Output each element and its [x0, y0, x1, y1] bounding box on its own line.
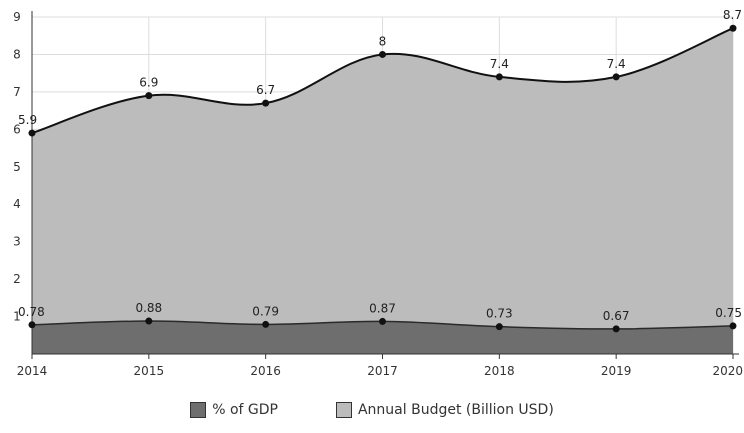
- x-tick-label: 2019: [601, 364, 632, 378]
- legend-label-gdp: % of GDP: [212, 402, 278, 418]
- legend-item-gdp[interactable]: % of GDP: [190, 402, 278, 418]
- x-tick-label: 2016: [250, 364, 281, 378]
- data-point-series-0: [379, 317, 386, 325]
- x-tick-label: 2015: [134, 364, 165, 378]
- y-tick-label: 7: [13, 85, 21, 99]
- x-tick-label: 2014: [17, 364, 48, 378]
- data-label-series-0: 0.79: [252, 304, 279, 318]
- data-point-series-1: [495, 73, 503, 81]
- y-tick-label: 5: [13, 160, 21, 174]
- y-tick-label: 4: [13, 197, 21, 211]
- y-tick-label: 9: [13, 10, 21, 24]
- data-label-series-1: 5.9: [18, 113, 37, 127]
- data-label-series-1: 6.7: [256, 83, 275, 97]
- data-points: [28, 24, 737, 333]
- data-label-series-1: 8.7: [723, 8, 742, 22]
- data-point-series-1: [262, 99, 270, 107]
- legend-swatch-gdp: [190, 402, 207, 418]
- y-tick-label: 1: [13, 310, 21, 324]
- data-labels: 0.78 0.88 0.79 0.87 0.73 0.67 0.75 5.9 6.9 6.7 8 7.…: [18, 8, 742, 323]
- area-series-0: [32, 321, 733, 354]
- data-point-series-1: [729, 24, 737, 32]
- x-tick-label: 2018: [484, 364, 515, 378]
- data-point-series-1: [28, 129, 36, 137]
- x-tick-label: 2020: [712, 364, 743, 378]
- data-label-series-1: 7.4: [607, 57, 626, 71]
- data-label-series-1: 6.9: [139, 76, 158, 90]
- data-label-series-0: 0.78: [18, 305, 45, 319]
- area-series-1: [32, 28, 733, 354]
- data-point-series-0: [262, 320, 270, 328]
- data-point-series-1: [612, 73, 620, 81]
- data-label-series-0: 0.73: [486, 307, 513, 321]
- y-tick-label: 2: [13, 272, 21, 286]
- x-tick-label: 2017: [367, 364, 398, 378]
- data-point-series-0: [28, 321, 36, 329]
- data-point-series-0: [612, 325, 620, 333]
- data-label-series-1: 8: [379, 34, 387, 48]
- data-point-series-0: [729, 322, 737, 330]
- legend-item-budget[interactable]: Annual Budget (Billion USD): [335, 402, 554, 418]
- data-label-series-0: 0.67: [603, 309, 630, 323]
- y-tick-label: 3: [13, 235, 21, 249]
- data-point-series-1: [379, 50, 386, 58]
- legend-label-budget: Annual Budget (Billion USD): [357, 402, 554, 418]
- data-label-series-1: 7.4: [490, 57, 509, 71]
- data-label-series-0: 0.88: [135, 301, 162, 315]
- data-point-series-0: [495, 323, 503, 331]
- data-point-series-1: [145, 92, 153, 100]
- data-point-series-0: [145, 317, 153, 325]
- y-tick-label: 6: [13, 122, 21, 136]
- axes: 1 2 3 4 5 6 7 8 9 2014 2015 2016 2017 2018 2019 2020: [13, 10, 743, 378]
- legend-swatch-budget: [335, 402, 352, 418]
- data-label-series-0: 0.75: [715, 306, 742, 320]
- data-label-series-0: 0.87: [369, 301, 396, 315]
- y-tick-label: 8: [13, 47, 21, 61]
- legend: % of GDP Annual Budget (Billion USD): [0, 402, 744, 418]
